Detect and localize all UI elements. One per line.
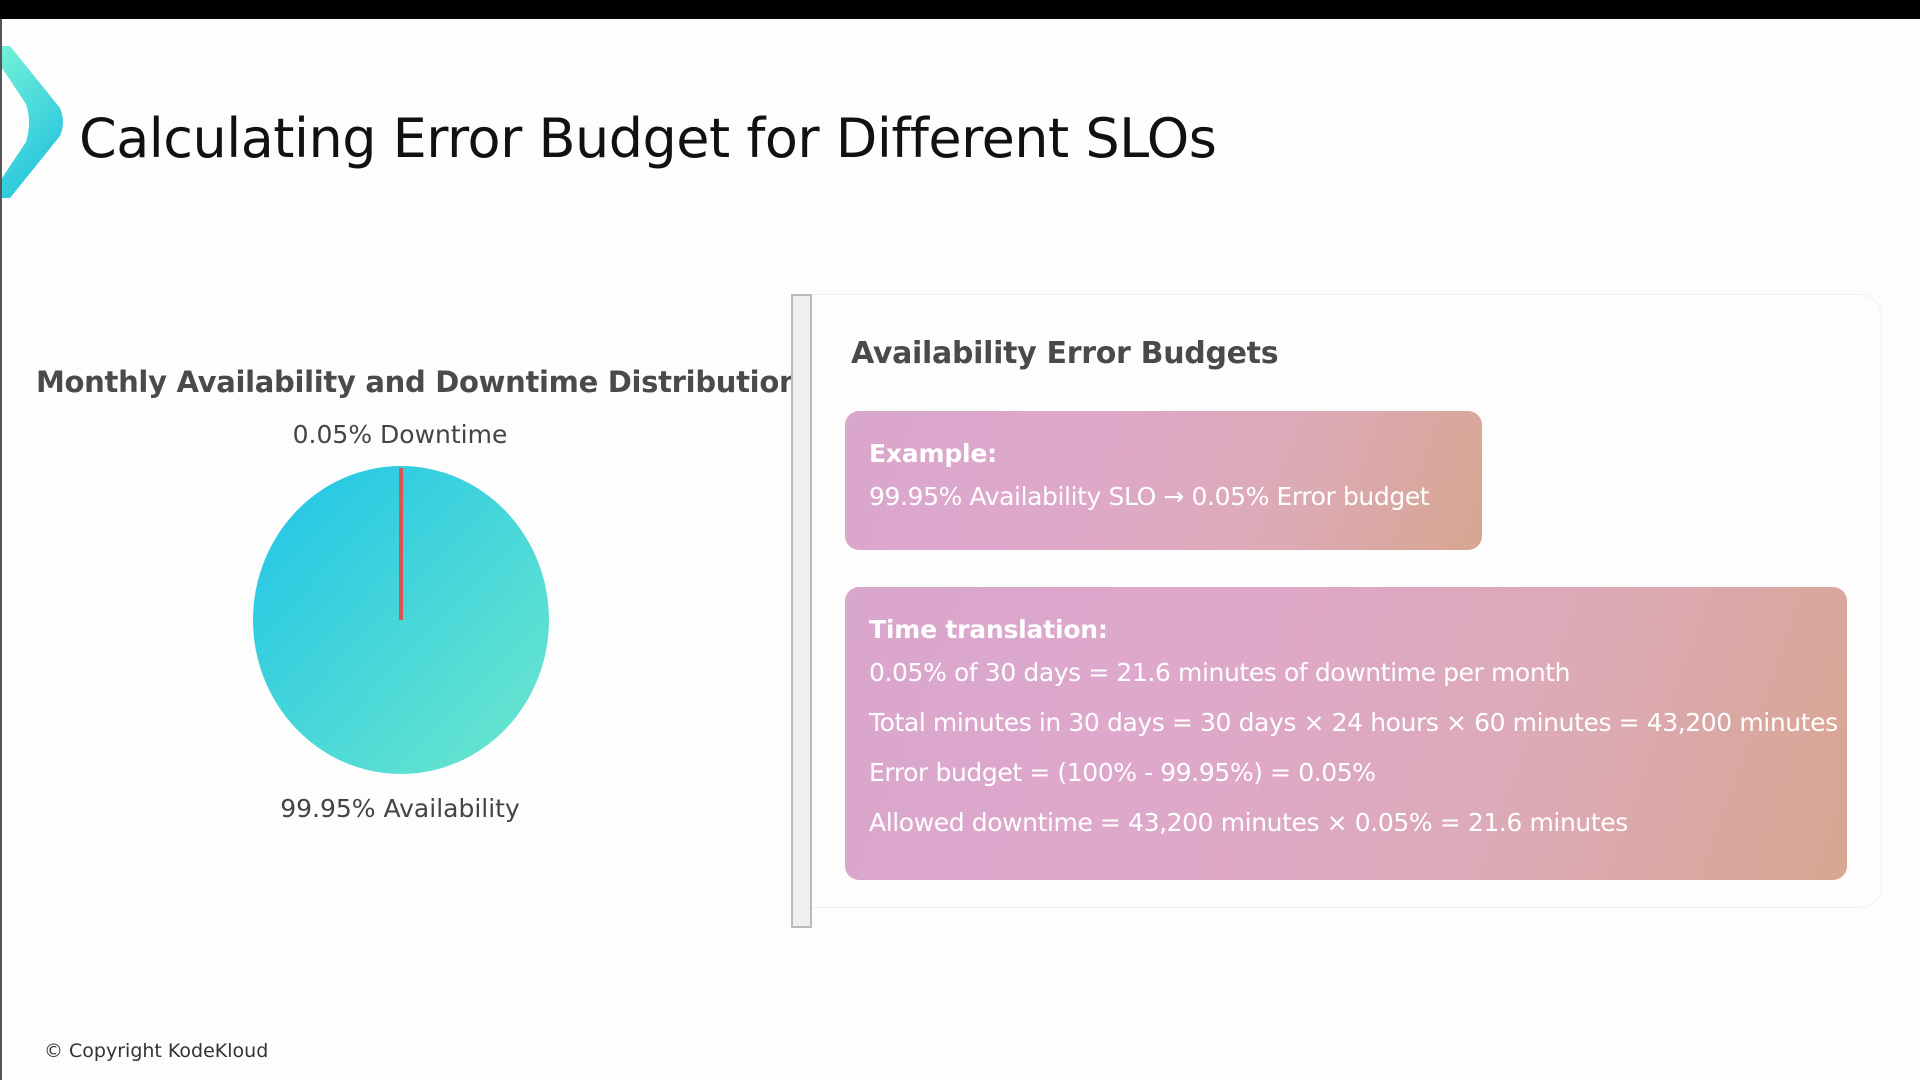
panel-title: Availability Error Budgets	[851, 336, 1279, 371]
chevron-right-icon	[2, 46, 63, 198]
time-translation-card: Time translation: 0.05% of 30 days = 21.…	[845, 587, 1847, 880]
time-translation-line: Total minutes in 30 days = 30 days × 24 …	[869, 708, 1838, 737]
time-translation-line: Error budget = (100% - 99.95%) = 0.05%	[869, 758, 1376, 787]
time-translation-line: Allowed downtime = 43,200 minutes × 0.05…	[869, 808, 1628, 837]
example-heading: Example:	[869, 439, 997, 468]
time-translation-line: 0.05% of 30 days = 21.6 minutes of downt…	[869, 658, 1571, 687]
copyright-footer: © Copyright KodeKloud	[44, 1040, 269, 1062]
example-line: 99.95% Availability SLO → 0.05% Error bu…	[869, 482, 1430, 511]
time-translation-heading: Time translation:	[869, 615, 1108, 644]
panel-scrollbar[interactable]	[791, 294, 812, 928]
availability-label: 99.95% Availability	[280, 794, 520, 823]
downtime-label: 0.05% Downtime	[292, 420, 508, 449]
example-card: Example: 99.95% Availability SLO → 0.05%…	[845, 411, 1482, 550]
pie-chart	[253, 466, 549, 774]
chart-title: Monthly Availability and Downtime Distri…	[36, 365, 800, 399]
page-title: Calculating Error Budget for Different S…	[79, 107, 1217, 170]
